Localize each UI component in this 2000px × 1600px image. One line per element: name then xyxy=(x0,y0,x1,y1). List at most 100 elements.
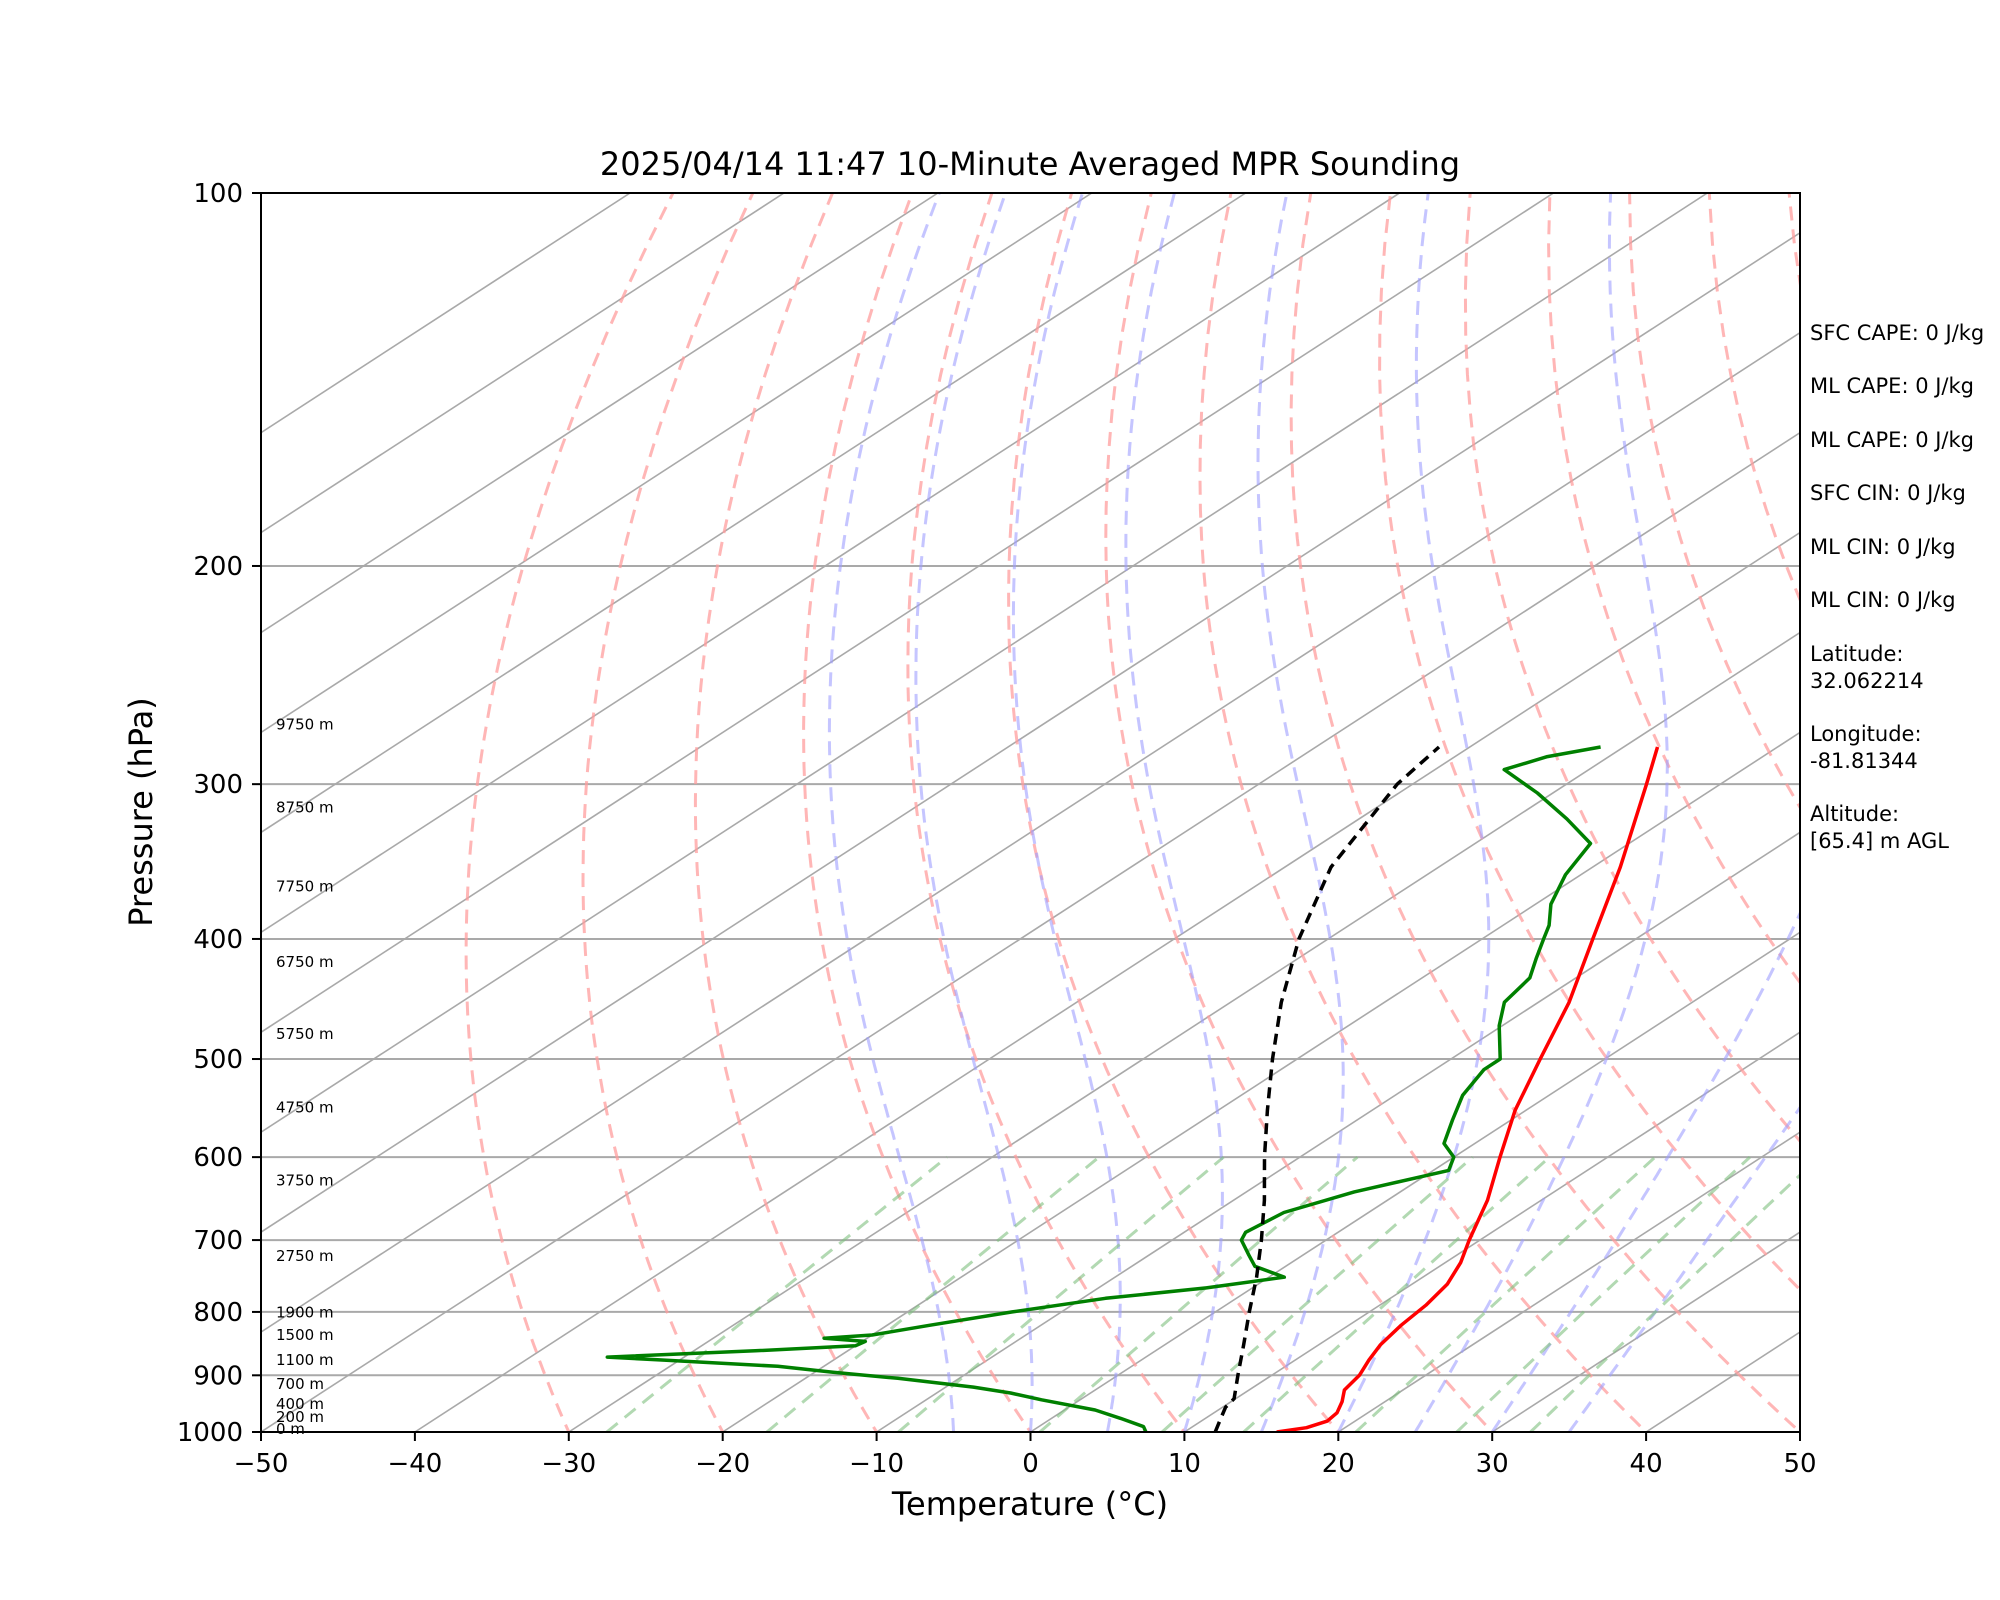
mixing-ratio-line xyxy=(605,1155,948,1432)
dry-adiabat-line xyxy=(1007,193,1341,1432)
height-label: 700 m xyxy=(276,1375,324,1393)
longitude-label: Longitude: xyxy=(1810,722,1922,746)
dry-adiabat-line xyxy=(581,193,755,1432)
moist-adiabat-line xyxy=(1124,193,1224,1432)
moist-adiabat-line xyxy=(1413,193,1669,1432)
dry-adiabat-line xyxy=(906,193,1187,1432)
isotherm-line xyxy=(261,231,1800,1234)
isotherm-line xyxy=(722,731,1800,1432)
latitude-value: 32.062214 xyxy=(1810,669,1924,693)
mixing-ratio-line xyxy=(1455,1155,1751,1432)
isotherm-line xyxy=(1337,1131,1800,1432)
ml-cin-text-2: ML CIN: 0 J/kg xyxy=(1810,588,1956,612)
mixing-ratio-line xyxy=(897,1155,1225,1432)
height-label: 200 m xyxy=(276,1408,324,1426)
ml-cin-text: ML CIN: 0 J/kg xyxy=(1810,535,1956,559)
y-tick-label: 700 xyxy=(193,1226,243,1256)
isotherm-line xyxy=(261,193,1247,834)
dry-adiabat-line xyxy=(1198,193,1649,1432)
x-tick-label: −30 xyxy=(541,1449,596,1479)
moist-adiabat-line xyxy=(1256,193,1345,1432)
altitude-label: Altitude: xyxy=(1810,802,1899,826)
moist-adiabat-line xyxy=(914,193,1034,1432)
mixing-ratio-line xyxy=(1354,1155,1657,1432)
isotherm-line xyxy=(261,193,631,434)
height-label: 5750 m xyxy=(276,1025,334,1043)
x-tick-label: 40 xyxy=(1630,1449,1663,1479)
isotherm-line xyxy=(568,631,1800,1432)
mixing-ratio-line xyxy=(1161,1155,1474,1432)
background-lines xyxy=(261,193,1800,1432)
altitude-value: [65.4] m AGL xyxy=(1810,829,1949,853)
profile-series-2 xyxy=(1213,745,1441,1432)
moist-adiabat-line xyxy=(1567,1104,1800,1432)
y-tick-label: 500 xyxy=(193,1045,243,1075)
x-tick-label: −50 xyxy=(234,1449,289,1479)
y-tick-label: 900 xyxy=(193,1361,243,1391)
x-axis: −50 −40 −30 −20 −10 0 10 20 30 40 50 xyxy=(234,1432,1817,1479)
isotherm-line xyxy=(1030,931,1800,1432)
mixing-ratio-line xyxy=(1529,1173,1800,1432)
y-tick-label: 400 xyxy=(193,925,243,955)
dry-adiabat-line xyxy=(1378,193,1800,1292)
y-tick-label: 1000 xyxy=(177,1418,243,1448)
mixing-ratio-line xyxy=(1038,1155,1359,1432)
height-label: 8750 m xyxy=(276,798,334,816)
height-label: 3750 m xyxy=(276,1171,334,1189)
height-label: 400 m xyxy=(276,1395,324,1413)
isotherm-line xyxy=(261,193,1554,1034)
sfc-cin-text: SFC CIN: 0 J/kg xyxy=(1810,481,1966,505)
dry-adiabat-line xyxy=(802,193,1033,1432)
isotherm-line xyxy=(261,193,1400,934)
isotherm-line xyxy=(1183,1031,1800,1432)
dry-adiabat-line xyxy=(464,193,675,1432)
profile-series-1 xyxy=(605,745,1601,1432)
chart-title: 2025/04/14 11:47 10-Minute Averaged MPR … xyxy=(600,145,1460,183)
x-tick-label: 50 xyxy=(1783,1449,1816,1479)
sfc-cape-text: SFC CAPE: 0 J/kg xyxy=(1810,321,1984,345)
mixing-ratio-line xyxy=(765,1155,1100,1432)
y-tick-label: 200 xyxy=(193,552,243,582)
x-tick-label: 20 xyxy=(1322,1449,1355,1479)
x-tick-label: 0 xyxy=(1022,1449,1039,1479)
height-label: 7750 m xyxy=(276,878,334,896)
dry-adiabat-line xyxy=(1289,193,1800,1432)
height-label: 1100 m xyxy=(276,1351,334,1369)
ml-cape-text-2: ML CAPE: 0 J/kg xyxy=(1810,428,1974,452)
x-tick-label: −40 xyxy=(387,1449,442,1479)
x-tick-label: 30 xyxy=(1476,1449,1509,1479)
y-tick-label: 100 xyxy=(193,179,243,209)
ml-cape-text: ML CAPE: 0 J/kg xyxy=(1810,374,1974,398)
x-axis-label: Temperature (°C) xyxy=(891,1485,1168,1523)
height-label: 4750 m xyxy=(276,1098,334,1116)
profile-series-0 xyxy=(1276,746,1660,1432)
isotherm-line xyxy=(261,193,1093,734)
x-tick-label: 10 xyxy=(1168,1449,1201,1479)
y-tick-label: 800 xyxy=(193,1298,243,1328)
isotherm-line xyxy=(261,193,1708,1134)
dry-adiabat-line xyxy=(1628,193,1800,811)
latitude-label: Latitude: xyxy=(1810,642,1904,666)
moist-adiabat-line xyxy=(1011,193,1122,1432)
mixing-ratio-line xyxy=(1242,1155,1551,1432)
y-tick-label: 600 xyxy=(193,1143,243,1173)
isotherm-line xyxy=(414,531,1800,1432)
height-label: 1500 m xyxy=(276,1326,334,1344)
moist-adiabat-line xyxy=(827,193,956,1432)
height-label: 6750 m xyxy=(276,953,334,971)
dry-adiabat-line xyxy=(1547,193,1800,986)
dry-adiabat-line xyxy=(1104,193,1495,1432)
y-tick-label: 300 xyxy=(193,770,243,800)
height-label: 0 m xyxy=(276,1420,305,1438)
isotherm-line xyxy=(261,193,939,634)
height-label: 2750 m xyxy=(276,1247,334,1265)
isotherm-line xyxy=(261,431,1800,1432)
side-panel: SFC CAPE: 0 J/kg ML CAPE: 0 J/kg ML CAPE… xyxy=(1810,321,1984,853)
isotherm-line xyxy=(261,193,785,534)
height-label: 9750 m xyxy=(276,715,334,733)
y-axis-label: Pressure (hPa) xyxy=(122,697,160,927)
height-label: 1900 m xyxy=(276,1303,334,1321)
